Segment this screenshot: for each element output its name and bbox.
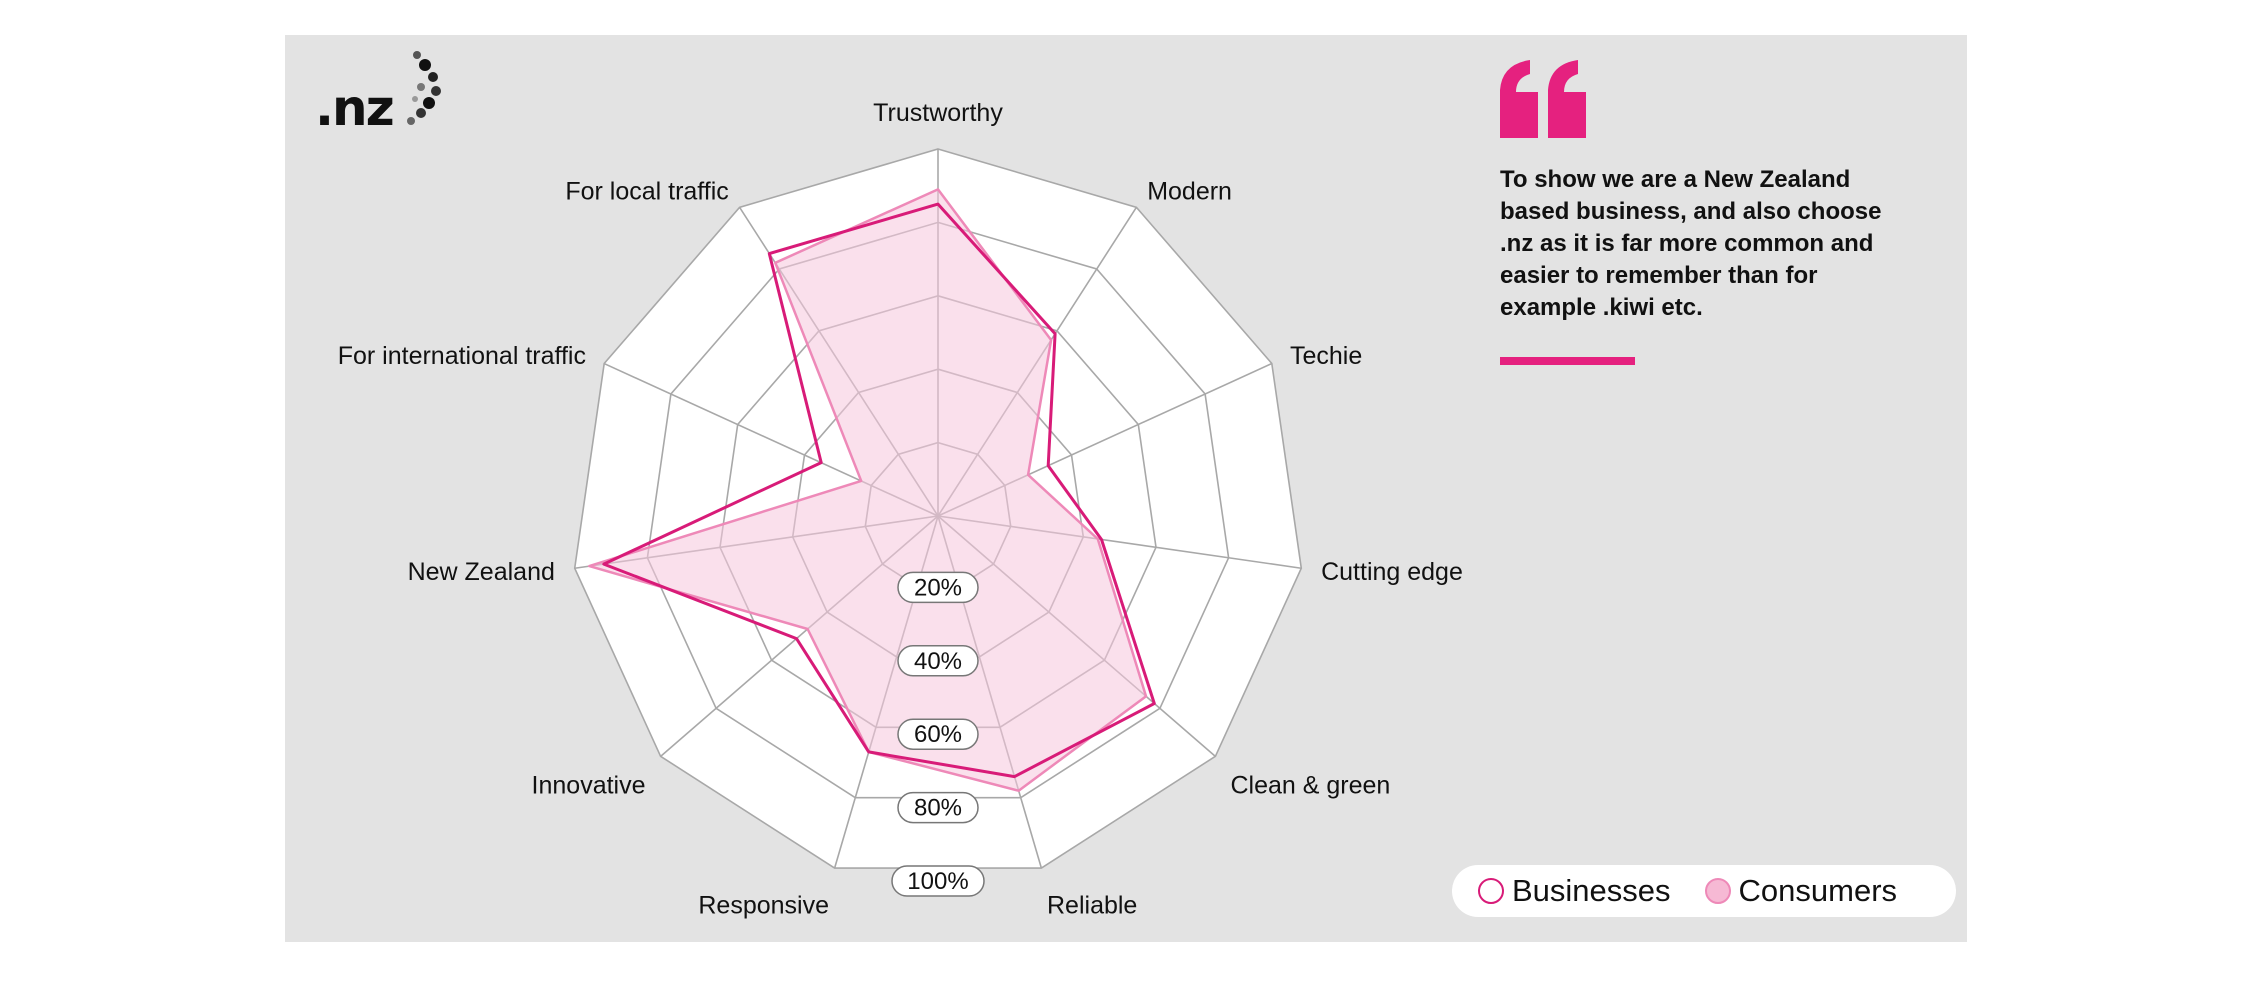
category-label-0: Trustworthy <box>873 99 1003 127</box>
quote-icon <box>1500 60 1586 138</box>
tick-label-80: 80% <box>914 795 962 822</box>
consumers-swatch <box>1704 878 1731 904</box>
quote-text: To show we are a New Zealand based busin… <box>1500 166 1882 321</box>
series-businesses-line <box>602 202 1156 779</box>
legend: Businesses Consumers <box>1452 865 1956 917</box>
logo-text: .nz <box>315 79 395 137</box>
tick-label-60: 60% <box>914 721 962 748</box>
chart-panel: .nz 20% 40% 60% 80% 100% Trustworthy Modern Tec… <box>285 35 1967 942</box>
category-label-7: Innovative <box>532 771 646 799</box>
tick-label-20: 20% <box>914 574 962 601</box>
legend-item-businesses: Businesses <box>1478 873 1671 909</box>
legend-label-businesses: Businesses <box>1512 873 1671 908</box>
category-label-3: Cutting edge <box>1321 558 1463 586</box>
tick-label-pill-100 <box>891 865 985 897</box>
tick-label-pill-80 <box>897 791 979 824</box>
quote-divider <box>1500 357 1635 365</box>
businesses-swatch <box>1478 878 1504 904</box>
category-label-2: Techie <box>1290 342 1362 370</box>
series-consumers-area <box>588 188 1148 792</box>
legend-item-consumers: Consumers <box>1704 873 1898 909</box>
radar-chart: 20% 40% 60% 80% 100% Trustworthy Modern Techie C… <box>338 99 1463 919</box>
category-label-9: For international traffic <box>338 342 586 370</box>
category-label-4: Clean & green <box>1231 771 1391 799</box>
tick-label-100: 100% <box>907 868 968 895</box>
category-label-5: Reliable <box>1047 891 1137 919</box>
tick-label-40: 40% <box>914 648 962 675</box>
legend-label-consumers: Consumers <box>1738 873 1898 908</box>
category-label-8: New Zealand <box>408 558 555 586</box>
tick-label-pill-20 <box>897 571 979 604</box>
tick-label-pill-40 <box>897 645 979 677</box>
tick-label-pill-60 <box>897 718 979 750</box>
category-label-10: For local traffic <box>565 177 728 205</box>
category-label-1: Modern <box>1147 177 1232 205</box>
logo-dots-icon <box>407 51 441 125</box>
category-label-6: Responsive <box>698 891 829 919</box>
nz-logo: .nz <box>315 49 465 149</box>
